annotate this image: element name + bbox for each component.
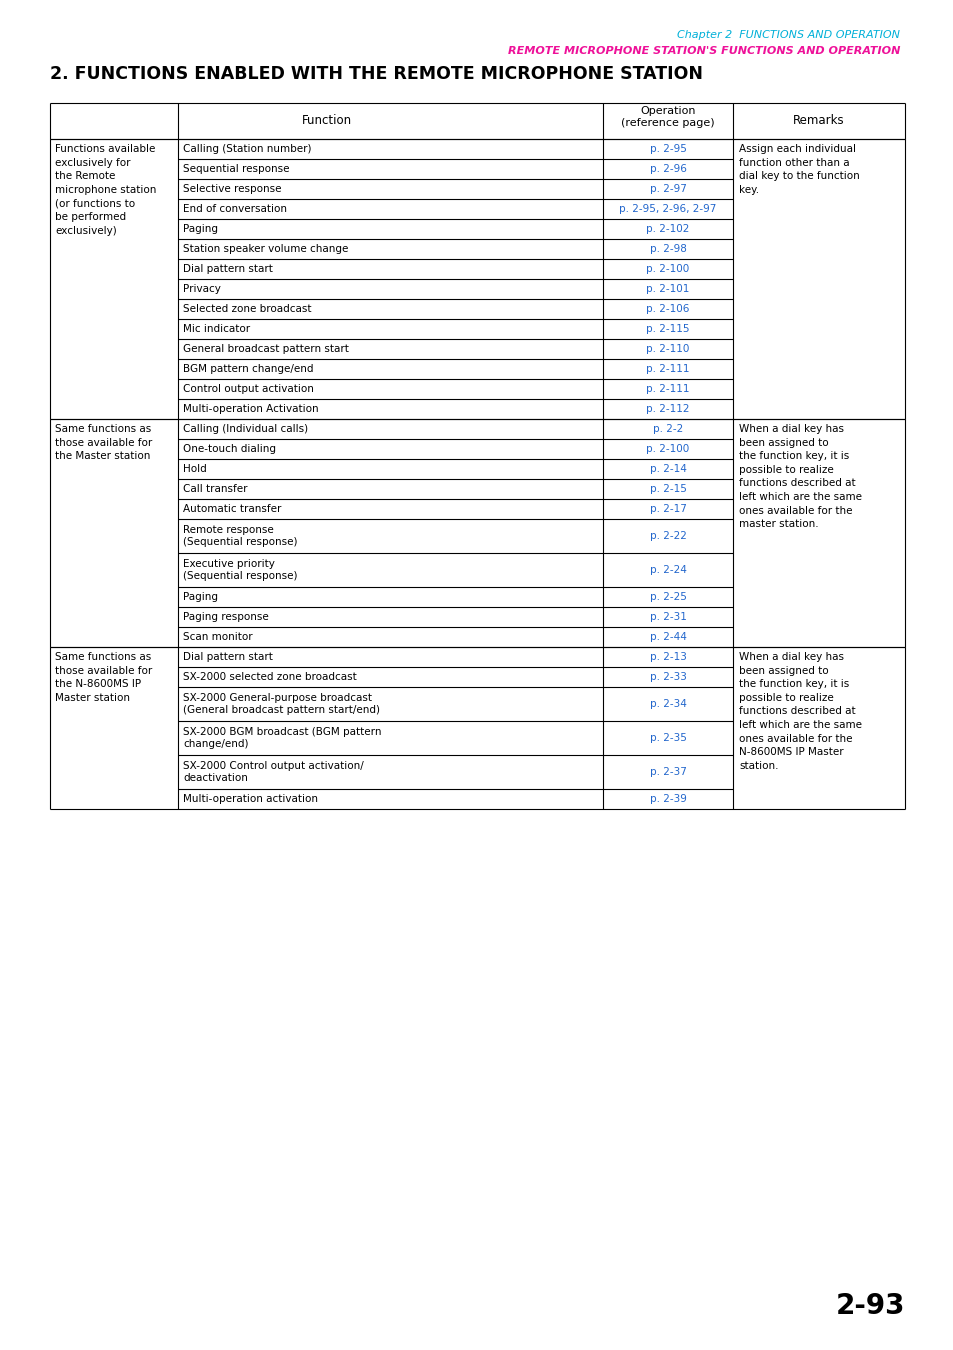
- Text: p. 2-15: p. 2-15: [649, 485, 686, 494]
- Text: Dial pattern start: Dial pattern start: [183, 265, 273, 274]
- Text: Paging: Paging: [183, 593, 218, 602]
- Text: p. 2-111: p. 2-111: [645, 364, 689, 374]
- Text: p. 2-101: p. 2-101: [645, 284, 689, 294]
- Text: SX-2000 Control output activation/
deactivation: SX-2000 Control output activation/ deact…: [183, 761, 363, 783]
- Text: p. 2-31: p. 2-31: [649, 612, 686, 622]
- Text: p. 2-112: p. 2-112: [645, 404, 689, 414]
- Text: When a dial key has
been assigned to
the function key, it is
possible to realize: When a dial key has been assigned to the…: [739, 424, 862, 529]
- Text: p. 2-14: p. 2-14: [649, 464, 686, 474]
- Text: p. 2-98: p. 2-98: [649, 244, 686, 254]
- Text: End of conversation: End of conversation: [183, 204, 287, 215]
- Text: Calling (Individual calls): Calling (Individual calls): [183, 424, 308, 433]
- Text: p. 2-111: p. 2-111: [645, 383, 689, 394]
- Text: Remote response
(Sequential response): Remote response (Sequential response): [183, 525, 297, 547]
- Text: Paging: Paging: [183, 224, 218, 234]
- Text: REMOTE MICROPHONE STATION'S FUNCTIONS AND OPERATION: REMOTE MICROPHONE STATION'S FUNCTIONS AN…: [507, 46, 899, 55]
- Text: p. 2-100: p. 2-100: [646, 444, 689, 454]
- Text: p. 2-17: p. 2-17: [649, 504, 686, 514]
- Text: Functions available
exclusively for
the Remote
microphone station
(or functions : Functions available exclusively for the …: [55, 144, 156, 236]
- Text: p. 2-24: p. 2-24: [649, 566, 686, 575]
- Text: p. 2-115: p. 2-115: [645, 324, 689, 333]
- Text: Same functions as
those available for
the Master station: Same functions as those available for th…: [55, 424, 152, 462]
- Text: Remarks: Remarks: [792, 115, 844, 127]
- Text: p. 2-96: p. 2-96: [649, 163, 686, 174]
- Text: When a dial key has
been assigned to
the function key, it is
possible to realize: When a dial key has been assigned to the…: [739, 652, 862, 771]
- Text: p. 2-37: p. 2-37: [649, 767, 686, 778]
- Text: p. 2-34: p. 2-34: [649, 699, 686, 709]
- Text: p. 2-2: p. 2-2: [652, 424, 682, 433]
- Text: Dial pattern start: Dial pattern start: [183, 652, 273, 662]
- Text: Multi-operation activation: Multi-operation activation: [183, 794, 317, 805]
- Text: Automatic transfer: Automatic transfer: [183, 504, 281, 514]
- Text: SX-2000 selected zone broadcast: SX-2000 selected zone broadcast: [183, 672, 356, 682]
- Text: p. 2-33: p. 2-33: [649, 672, 686, 682]
- Text: Hold: Hold: [183, 464, 207, 474]
- Text: p. 2-97: p. 2-97: [649, 184, 686, 194]
- Text: 2-93: 2-93: [835, 1292, 904, 1320]
- Text: Mic indicator: Mic indicator: [183, 324, 250, 333]
- Text: p. 2-106: p. 2-106: [645, 304, 689, 315]
- Text: One-touch dialing: One-touch dialing: [183, 444, 275, 454]
- Text: p. 2-13: p. 2-13: [649, 652, 686, 662]
- Text: Privacy: Privacy: [183, 284, 221, 294]
- Text: Selected zone broadcast: Selected zone broadcast: [183, 304, 312, 315]
- Text: Calling (Station number): Calling (Station number): [183, 144, 312, 154]
- Text: p. 2-39: p. 2-39: [649, 794, 686, 805]
- Text: p. 2-22: p. 2-22: [649, 531, 686, 541]
- Text: Assign each individual
function other than a
dial key to the function
key.: Assign each individual function other th…: [739, 144, 859, 194]
- Text: p. 2-102: p. 2-102: [645, 224, 689, 234]
- Text: p. 2-95: p. 2-95: [649, 144, 686, 154]
- Text: Function: Function: [301, 115, 352, 127]
- Text: 2. FUNCTIONS ENABLED WITH THE REMOTE MICROPHONE STATION: 2. FUNCTIONS ENABLED WITH THE REMOTE MIC…: [50, 65, 702, 82]
- Text: SX-2000 BGM broadcast (BGM pattern
change/end): SX-2000 BGM broadcast (BGM pattern chang…: [183, 726, 381, 749]
- Text: p. 2-35: p. 2-35: [649, 733, 686, 743]
- Text: Chapter 2  FUNCTIONS AND OPERATION: Chapter 2 FUNCTIONS AND OPERATION: [677, 30, 899, 40]
- Text: SX-2000 General-purpose broadcast
(General broadcast pattern start/end): SX-2000 General-purpose broadcast (Gener…: [183, 693, 379, 716]
- Text: Same functions as
those available for
the N-8600MS IP
Master station: Same functions as those available for th…: [55, 652, 152, 703]
- Text: Call transfer: Call transfer: [183, 485, 247, 494]
- Text: Operation
(reference page): Operation (reference page): [620, 105, 714, 128]
- Text: Paging response: Paging response: [183, 612, 269, 622]
- Text: p. 2-100: p. 2-100: [646, 265, 689, 274]
- Text: BGM pattern change/end: BGM pattern change/end: [183, 364, 314, 374]
- Text: Selective response: Selective response: [183, 184, 281, 194]
- Text: Station speaker volume change: Station speaker volume change: [183, 244, 348, 254]
- Text: Control output activation: Control output activation: [183, 383, 314, 394]
- Text: p. 2-25: p. 2-25: [649, 593, 686, 602]
- Text: General broadcast pattern start: General broadcast pattern start: [183, 344, 349, 354]
- Text: Multi-operation Activation: Multi-operation Activation: [183, 404, 318, 414]
- Text: Sequential response: Sequential response: [183, 163, 289, 174]
- Text: p. 2-44: p. 2-44: [649, 632, 686, 643]
- Text: Executive priority
(Sequential response): Executive priority (Sequential response): [183, 559, 297, 582]
- Text: p. 2-95, 2-96, 2-97: p. 2-95, 2-96, 2-97: [618, 204, 716, 215]
- Text: Scan monitor: Scan monitor: [183, 632, 253, 643]
- Text: p. 2-110: p. 2-110: [645, 344, 689, 354]
